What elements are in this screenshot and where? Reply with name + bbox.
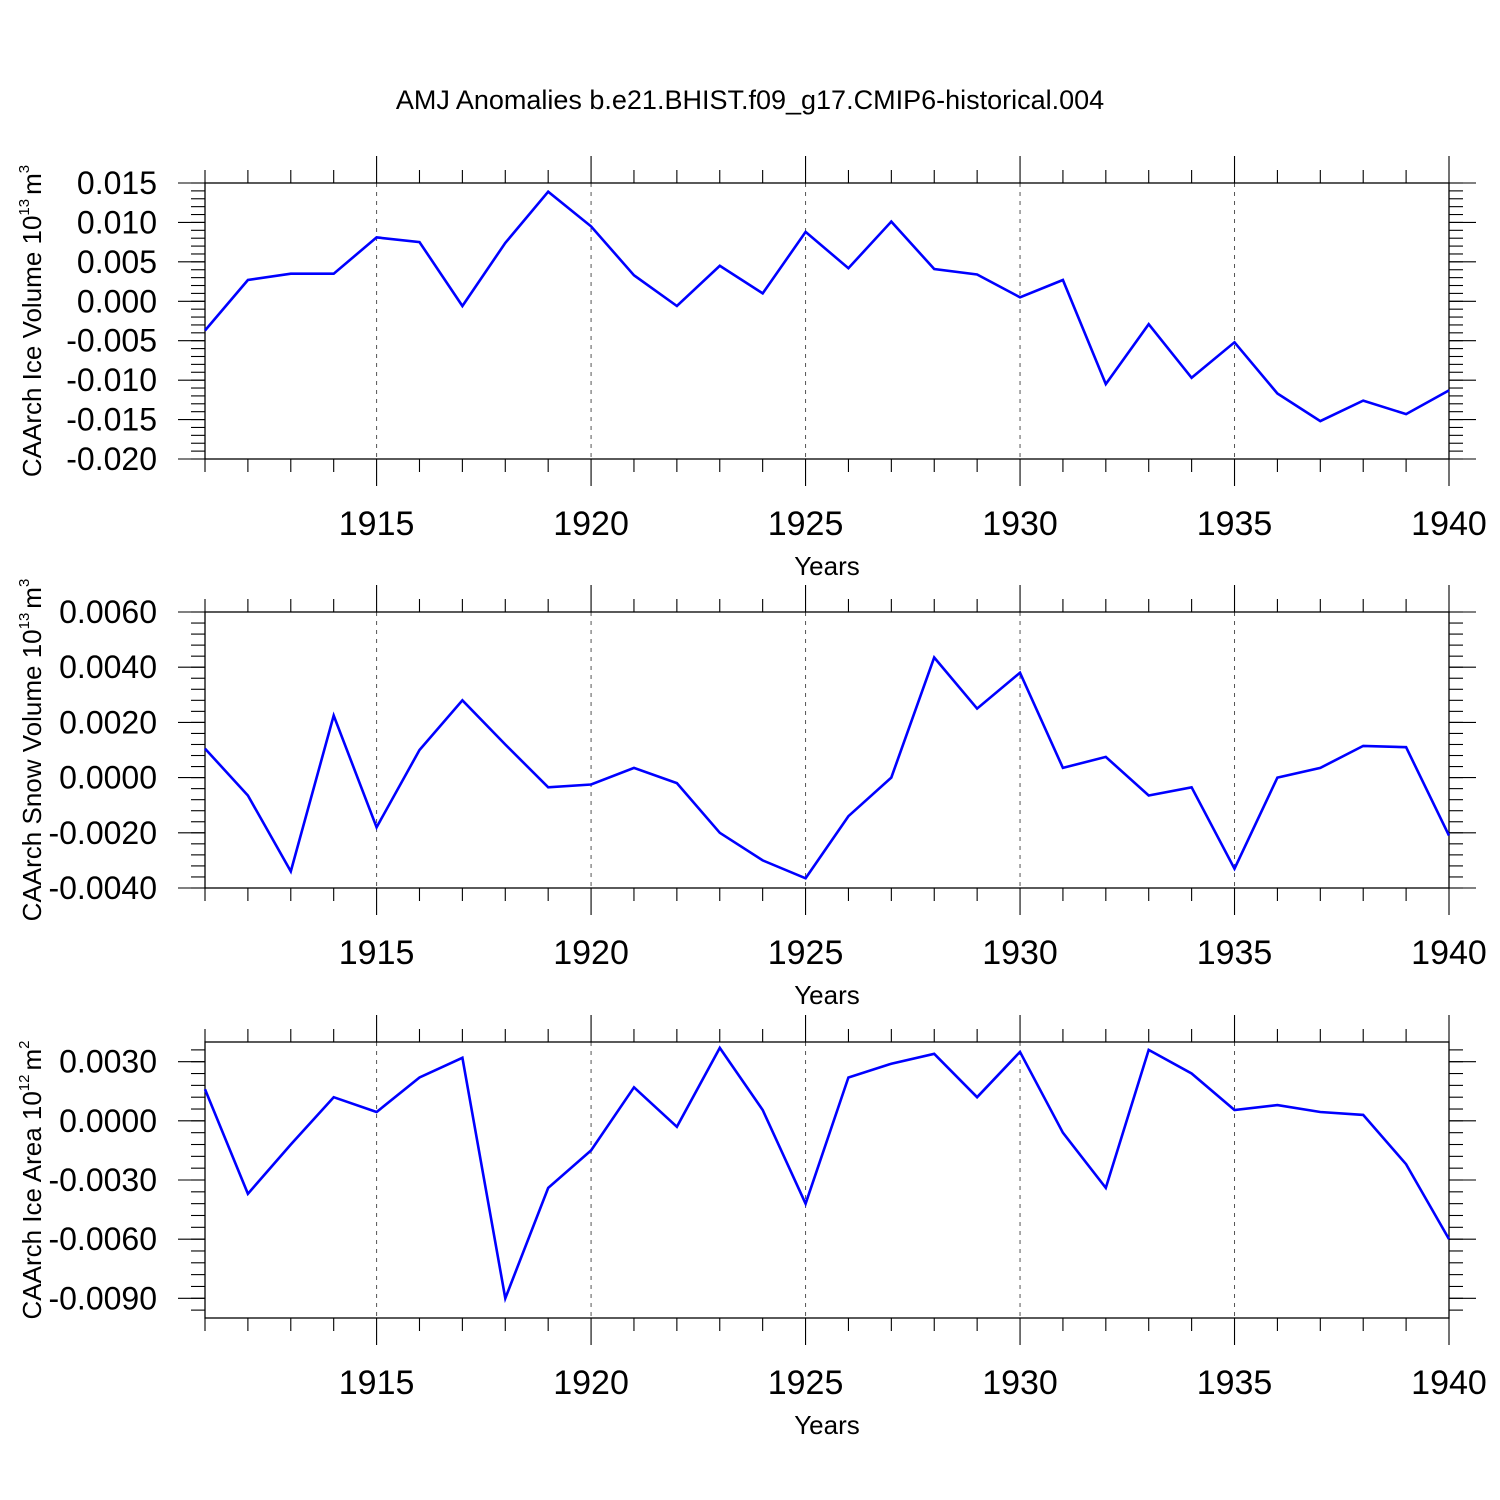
y-tick-label: 0.010 bbox=[77, 204, 157, 240]
y-tick-label: -0.0030 bbox=[48, 1162, 157, 1198]
y-tick-label: 0.015 bbox=[77, 165, 157, 201]
y-tick-label: -0.0060 bbox=[48, 1221, 157, 1257]
x-axis-label: Years bbox=[794, 551, 860, 581]
y-tick-label: 0.0060 bbox=[59, 594, 157, 630]
series-line bbox=[203, 1045, 1451, 1304]
y-tick-label: -0.015 bbox=[66, 402, 157, 438]
y-tick-label: -0.020 bbox=[66, 441, 157, 477]
y-axis-label-exponent: 12 bbox=[16, 1074, 33, 1091]
panel-snow-volume: -0.0040 -0.0020 0.0000 0.0020 0.0040 0.0060 19… bbox=[16, 579, 1487, 1010]
y-axis-label-unit-exponent: 3 bbox=[16, 165, 33, 173]
series-line bbox=[204, 654, 1451, 880]
x-tick-label: 1915 bbox=[339, 505, 415, 543]
y-axis-label-text: CAArch Snow Volume 10 bbox=[17, 629, 47, 921]
y-axis-label-unit: m bbox=[17, 587, 47, 609]
y-axis-label: CAArch Ice Volume 1013 m3 bbox=[16, 165, 47, 477]
y-axis-label-text: CAArch Ice Area 10 bbox=[17, 1091, 47, 1319]
x-tick-label: 1920 bbox=[553, 505, 629, 543]
x-tick-label: 1940 bbox=[1411, 1364, 1487, 1402]
y-tick-label: -0.0020 bbox=[48, 815, 157, 851]
y-tick-label: 0.0030 bbox=[59, 1044, 157, 1080]
y-tick-label: 0.0020 bbox=[59, 704, 157, 740]
x-tick-label: 1930 bbox=[982, 1364, 1058, 1402]
y-tick-label: -0.005 bbox=[66, 323, 157, 359]
y-axis-label-exponent: 13 bbox=[16, 199, 33, 216]
series-line bbox=[204, 189, 1450, 423]
x-tick-label: 1920 bbox=[553, 1364, 629, 1402]
y-axis-label-unit-exponent: 2 bbox=[16, 1040, 33, 1048]
x-tick-label: 1915 bbox=[339, 1364, 415, 1402]
figure-title: AMJ Anomalies b.e21.BHIST.f09_g17.CMIP6-… bbox=[396, 85, 1104, 115]
y-tick-label: -0.0040 bbox=[48, 870, 157, 906]
x-tick-label: 1925 bbox=[768, 505, 844, 543]
x-tick-label: 1915 bbox=[339, 934, 415, 972]
panel-ice-area: -0.0090 -0.0060 -0.0030 0.0000 0.0030 1915 192… bbox=[16, 1015, 1487, 1440]
x-tick-label: 1925 bbox=[768, 1364, 844, 1402]
x-tick-label: 1940 bbox=[1411, 934, 1487, 972]
y-axis-label-text: CAArch Ice Volume 10 bbox=[17, 216, 47, 478]
y-axis-label: CAArch Ice Area 1012 m2 bbox=[16, 1040, 47, 1319]
x-tick-label: 1925 bbox=[768, 934, 844, 972]
y-tick-label: 0.0000 bbox=[59, 1103, 157, 1139]
panel-ice-volume: -0.020-0.015 -0.010-0.005 0.0000.005 0.0100… bbox=[16, 156, 1487, 581]
y-axis-label: CAArch Snow Volume 1013 m3 bbox=[16, 579, 47, 922]
y-axis-label-unit: m bbox=[17, 1049, 47, 1071]
x-tick-label: 1930 bbox=[982, 934, 1058, 972]
y-tick-label: 0.0000 bbox=[59, 760, 157, 796]
x-tick-label: 1935 bbox=[1197, 934, 1273, 972]
plot-frame bbox=[204, 1041, 1450, 1319]
plot-frame bbox=[204, 182, 1450, 460]
x-tick-label: 1935 bbox=[1197, 505, 1273, 543]
x-tick-label: 1930 bbox=[982, 505, 1058, 543]
x-tick-label: 1935 bbox=[1197, 1364, 1273, 1402]
x-axis-label: Years bbox=[794, 1410, 860, 1440]
y-tick-label: 0.000 bbox=[77, 283, 157, 319]
y-axis-label-unit: m bbox=[17, 173, 47, 195]
y-tick-label: 0.005 bbox=[77, 244, 157, 280]
y-axis-label-exponent: 13 bbox=[16, 613, 33, 630]
x-tick-label: 1920 bbox=[553, 934, 629, 972]
x-tick-label: 1940 bbox=[1411, 505, 1487, 543]
x-axis-label: Years bbox=[794, 980, 860, 1010]
y-tick-label: -0.0090 bbox=[48, 1280, 157, 1316]
y-tick-label: 0.0040 bbox=[59, 649, 157, 685]
y-axis-label-unit-exponent: 3 bbox=[16, 579, 33, 587]
y-tick-label: -0.010 bbox=[66, 362, 157, 398]
